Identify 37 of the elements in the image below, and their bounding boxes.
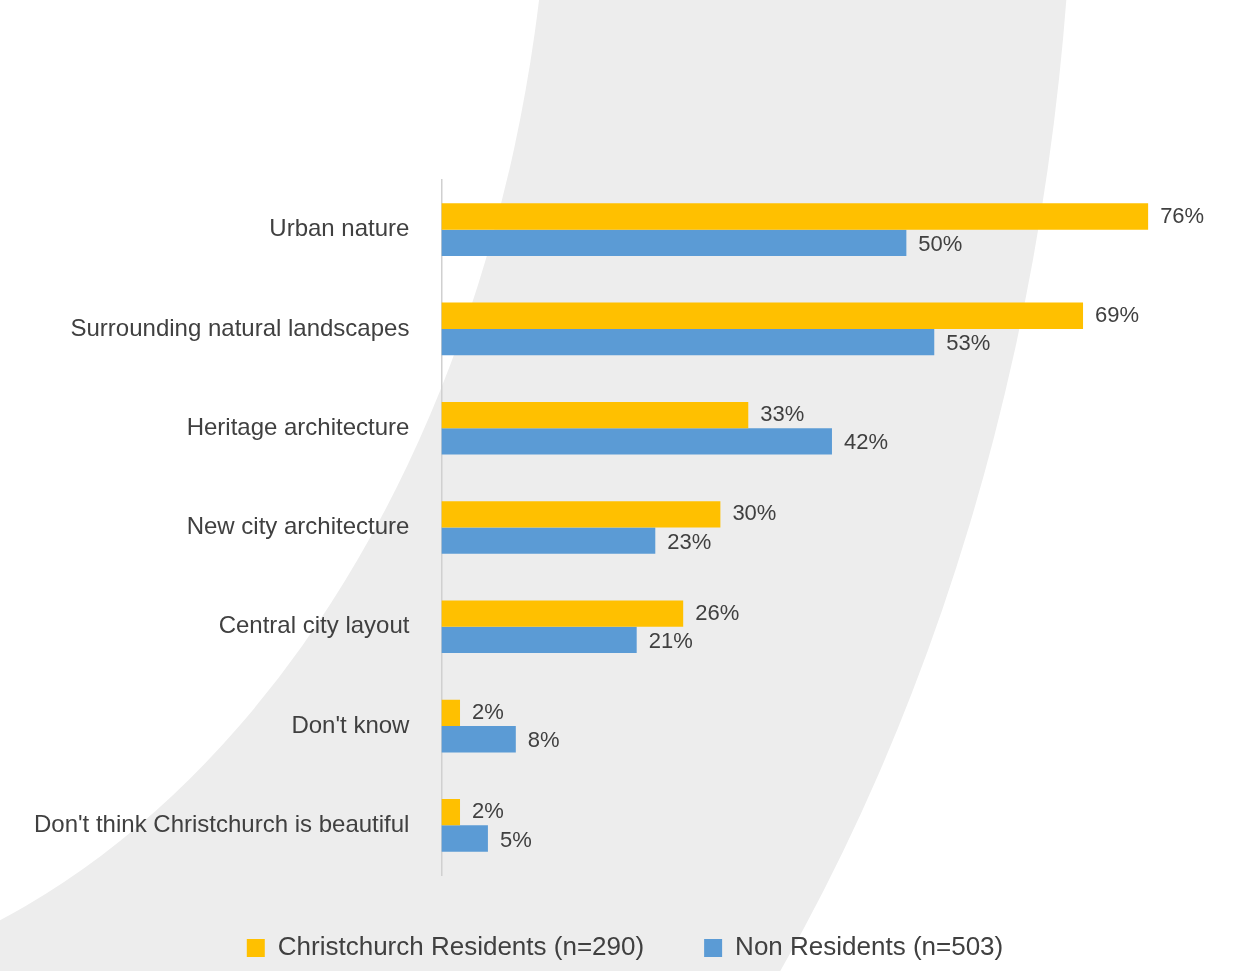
bar (441, 302, 1084, 329)
data-label: 33% (760, 401, 805, 427)
y-tick-label: Don't think Christchurch is beautiful (34, 809, 410, 837)
bar (441, 726, 516, 753)
bar (441, 203, 1149, 230)
legend-label: Non Residents (n=503) (735, 931, 1004, 962)
bar (441, 328, 935, 356)
legend-label: Christchurch Residents (n=290) (277, 931, 645, 962)
data-label: 2% (472, 698, 504, 724)
data-label: 76% (1160, 202, 1205, 228)
bar (441, 825, 488, 852)
y-tick-label: Surrounding natural landscapes (70, 313, 410, 341)
data-label: 26% (695, 599, 740, 625)
data-label: 2% (472, 798, 504, 824)
data-label: 50% (918, 230, 963, 256)
data-label: 69% (1095, 301, 1140, 327)
bar (441, 600, 684, 627)
y-tick-label: Urban nature (269, 214, 410, 242)
y-tick-label: New city architecture (186, 512, 410, 540)
bar (441, 626, 637, 654)
data-label: 21% (648, 628, 693, 653)
data-label: 42% (843, 429, 889, 455)
bar (441, 699, 461, 727)
bar (441, 229, 907, 256)
data-label: 53% (946, 330, 991, 356)
data-label: 8% (527, 727, 560, 753)
bar (441, 799, 461, 826)
y-tick-label: Don't know (291, 710, 411, 738)
bar (441, 401, 749, 429)
data-label: 30% (732, 500, 777, 526)
data-label: 23% (667, 528, 712, 554)
y-tick-label: Heritage architecture (186, 412, 410, 440)
y-tick-label: Central city layout (218, 611, 410, 639)
bar (441, 501, 721, 528)
bar (441, 428, 832, 455)
bar (441, 527, 656, 554)
data-label: 5% (499, 826, 532, 852)
